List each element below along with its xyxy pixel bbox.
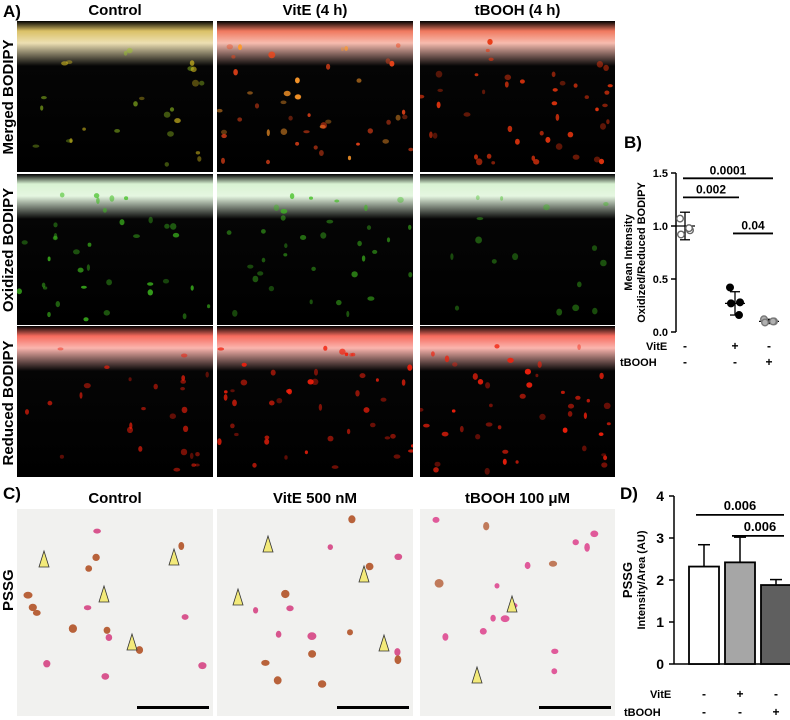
data-point xyxy=(676,214,685,223)
cell-nuclei-pattern xyxy=(217,345,413,469)
panel-a-col-title-control: Control xyxy=(88,2,142,19)
tbooh-sign: - xyxy=(702,705,706,719)
panel-b-scatter-chart: 0.0 0.5 1.0 1.5 Mean Intensity Oxidized/Reduc… xyxy=(620,163,779,369)
y-axis-label: Intensity/Area (AU) xyxy=(636,530,648,629)
cell-nuclei-pattern xyxy=(450,195,609,316)
tbooh-sign: - xyxy=(733,355,737,369)
cell-nuclei-pattern xyxy=(226,193,413,318)
vite-sign: - xyxy=(702,687,706,701)
panel-c-col-title-control: Control xyxy=(88,490,142,507)
arrowhead-marker-icon xyxy=(98,584,110,603)
panel-a-label: A) xyxy=(3,2,21,21)
micrograph-merged-tbooh xyxy=(420,21,615,172)
arrowhead-marker-icon xyxy=(262,534,274,553)
panel-a-row-label-reduced: Reduced BODIPY xyxy=(0,340,17,466)
vite-sign: + xyxy=(731,339,738,353)
micrograph-merged-vite xyxy=(217,21,413,172)
vite-sign: - xyxy=(683,339,687,353)
micrograph-pssg-vite xyxy=(217,509,413,716)
bar xyxy=(688,565,720,665)
y-axis-label: Mean Intensity xyxy=(623,213,635,290)
panel-a-row-label-merged: Merged BODIPY xyxy=(0,39,17,155)
panel-c-label: C) xyxy=(3,484,21,503)
scale-bar xyxy=(539,706,611,709)
y-tick-label: 1.5 xyxy=(653,168,668,180)
y-tick-label: 4 xyxy=(656,488,664,504)
panel-d-bar-chart: 0 1 2 3 4 PSSG Intensity/Area (AU) 0.006 0.006 Vi… xyxy=(620,488,790,719)
scale-bar xyxy=(137,706,209,709)
tbooh-sign: + xyxy=(772,705,779,719)
data-point xyxy=(725,283,734,292)
arrowhead-marker-icon xyxy=(168,547,180,566)
panel-c-col-title-vite: VitE 500 nM xyxy=(273,490,357,507)
panel-a-col-title-tbooh: tBOOH (4 h) xyxy=(474,2,561,19)
cell-nuclei-pattern xyxy=(17,192,211,322)
p-value-label: 0.04 xyxy=(741,218,765,232)
row-label-vite: VitE xyxy=(650,689,671,701)
arrowhead-marker-icon xyxy=(506,594,518,613)
micrograph-oxidized-vite xyxy=(217,174,413,325)
cell-nuclei-pattern xyxy=(217,43,413,165)
stained-cells-pattern xyxy=(432,516,611,709)
cell-nuclei-pattern xyxy=(25,347,209,472)
data-point xyxy=(677,230,686,239)
cell-nuclei-pattern xyxy=(420,344,611,475)
arrowhead-marker-icon xyxy=(358,564,370,583)
y-axis-label: Oxidized/Reduced BODIPY xyxy=(636,182,648,323)
data-point xyxy=(684,224,693,233)
micrograph-pssg-control xyxy=(17,509,213,716)
data-point xyxy=(768,317,777,326)
panel-a-row-label-oxidized: Oxidized BODIPY xyxy=(0,187,17,313)
vite-sign: - xyxy=(767,339,771,353)
p-value-label: 0.006 xyxy=(724,498,757,513)
vite-sign: - xyxy=(774,687,778,701)
cell-nuclei-pattern xyxy=(32,47,205,167)
y-tick-label: 0.0 xyxy=(653,327,668,339)
tbooh-sign: - xyxy=(683,355,687,369)
row-label-tbooh: tBOOH xyxy=(620,357,657,369)
y-tick-label: 0.5 xyxy=(653,274,668,286)
panel-a-col-title-vite: VitE (4 h) xyxy=(282,2,348,19)
stained-cells-pattern xyxy=(23,528,209,709)
p-value-label: 0.0001 xyxy=(710,163,747,177)
arrowhead-marker-icon xyxy=(126,632,138,651)
data-point xyxy=(734,311,743,320)
tbooh-sign: - xyxy=(738,705,742,719)
arrowhead-marker-icon xyxy=(38,549,50,568)
data-point xyxy=(760,318,769,327)
panel-c-row-label: PSSG xyxy=(0,569,17,611)
micrograph-oxidized-tbooh xyxy=(420,174,615,325)
scale-bar xyxy=(337,706,409,709)
vite-sign: + xyxy=(736,687,743,701)
micrograph-merged-control xyxy=(17,21,213,172)
p-value-label: 0.006 xyxy=(744,519,777,534)
y-tick-label: 3 xyxy=(656,530,664,546)
row-label-tbooh: tBOOH xyxy=(624,707,661,719)
y-axis-label: PSSG xyxy=(620,562,635,598)
panel-d-label: D) xyxy=(620,484,638,503)
panel-c-col-title-tbooh: tBOOH 100 μM xyxy=(464,490,571,507)
micrograph-reduced-control xyxy=(17,326,213,477)
arrowhead-marker-icon xyxy=(232,587,244,606)
data-point xyxy=(735,298,744,307)
bar xyxy=(724,561,756,665)
arrowhead-marker-icon xyxy=(378,633,390,652)
panel-b-label: B) xyxy=(624,133,642,152)
y-tick-label: 1 xyxy=(656,614,664,630)
micrograph-reduced-tbooh xyxy=(420,326,615,477)
y-tick-label: 2 xyxy=(656,572,664,588)
p-value-label: 0.002 xyxy=(696,182,726,196)
tbooh-sign: + xyxy=(765,355,772,369)
data-point xyxy=(726,299,735,308)
micrograph-reduced-vite xyxy=(217,326,413,477)
cell-nuclei-pattern xyxy=(420,38,613,166)
micrograph-pssg-tbooh xyxy=(420,509,615,716)
y-tick-label: 1.0 xyxy=(653,221,668,233)
stained-cells-pattern xyxy=(232,515,409,709)
bar xyxy=(760,584,790,665)
micrograph-oxidized-control xyxy=(17,174,213,325)
arrowhead-marker-icon xyxy=(471,665,483,684)
row-label-vite: VitE xyxy=(646,341,667,353)
y-tick-label: 0 xyxy=(656,656,664,672)
